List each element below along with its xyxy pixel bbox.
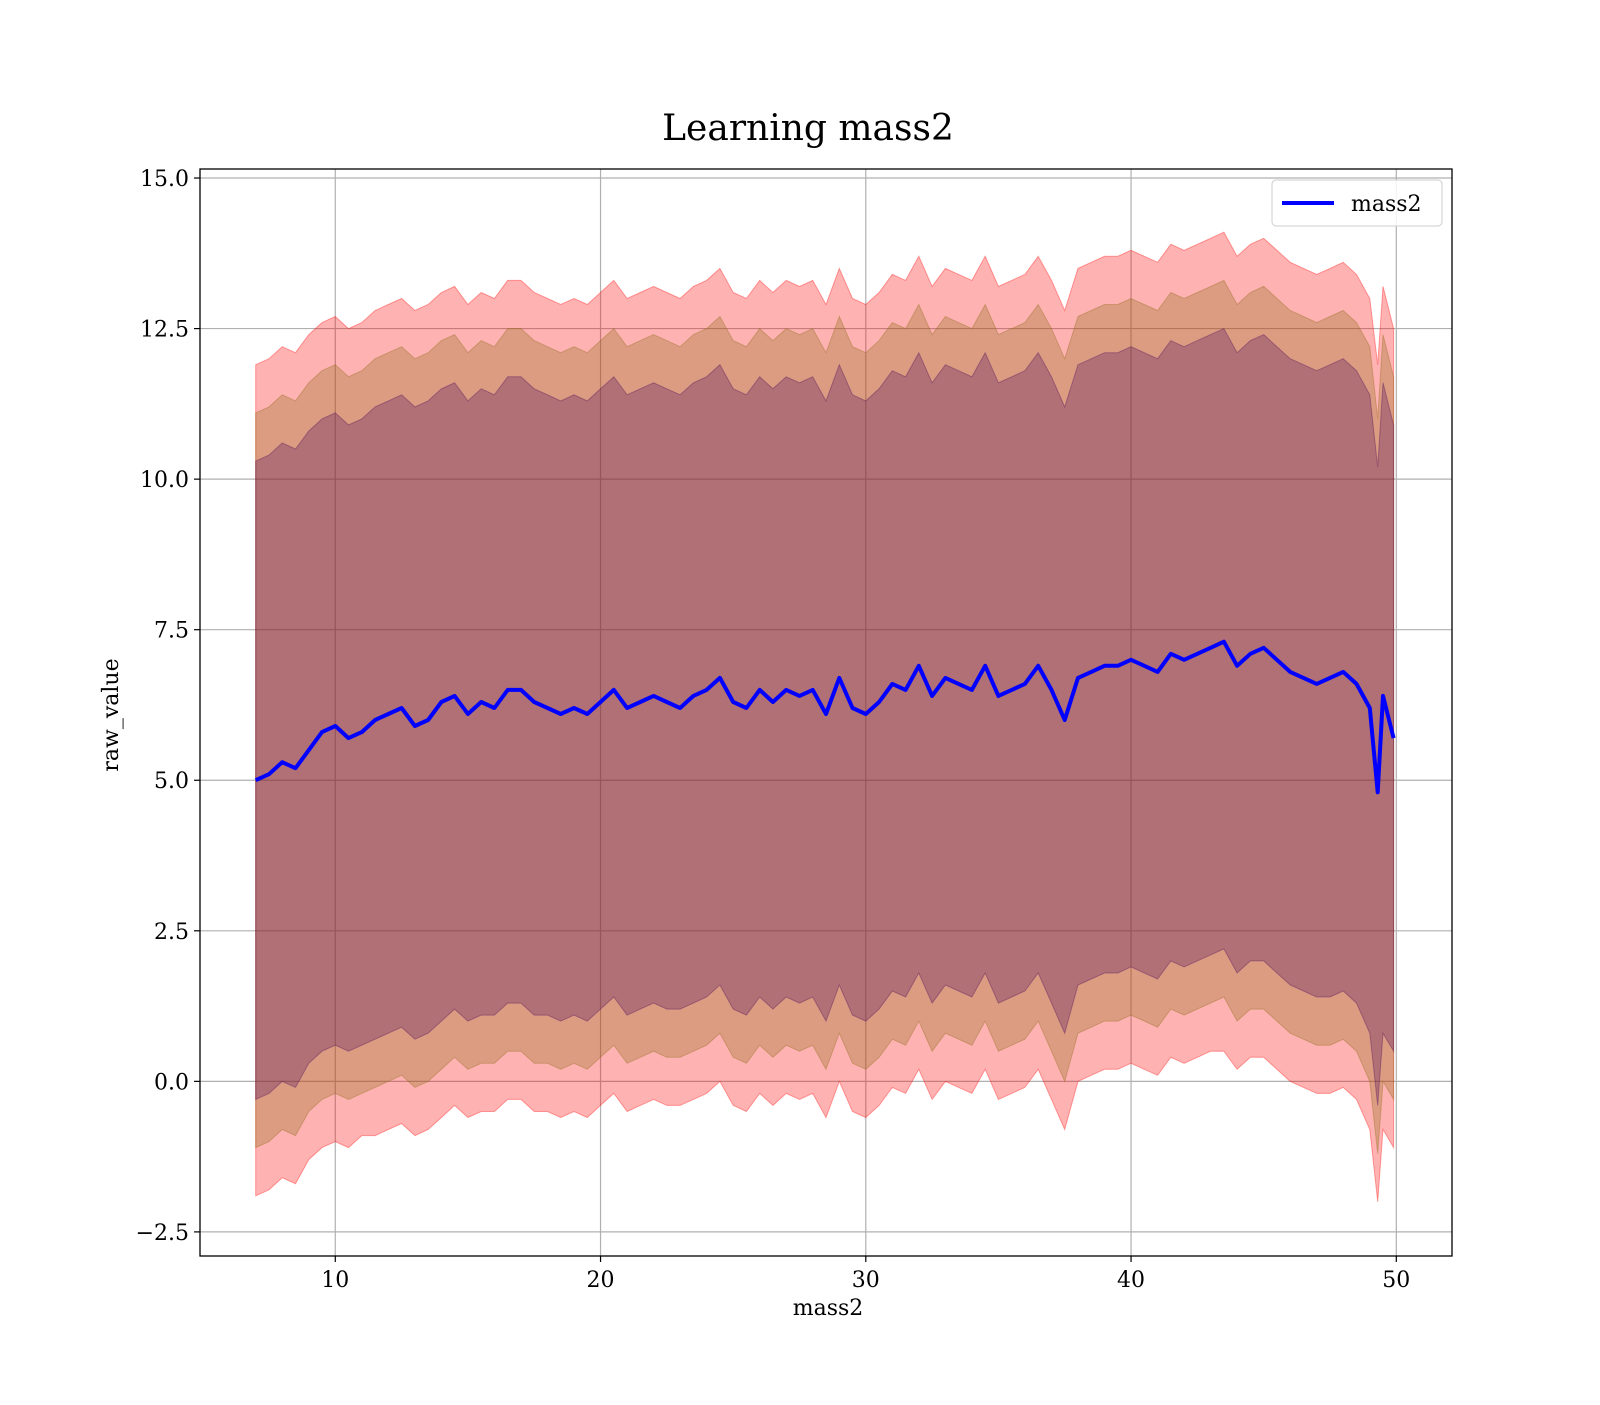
y-tick-label-6: 12.5 [140,318,189,343]
confidence-band-0 [255,231,1395,1202]
y-tick-label-4: 7.5 [154,619,189,644]
y-tick-label-7: 15.0 [140,167,189,192]
plot-frame [199,168,1453,1257]
y-tick-label-0: −2.5 [136,1221,189,1246]
y-tick-label-2: 2.5 [154,920,189,945]
y-axis-label: raw_value [99,658,124,771]
legend-label-mass2: mass2 [1351,192,1422,217]
x-axis-label: mass2 [793,1296,864,1321]
x-tick-label-1: 20 [587,1268,615,1293]
y-tick-label-3: 5.0 [154,769,189,794]
y-tick-label-5: 10.0 [140,468,189,493]
x-tick-label-3: 40 [1117,1268,1145,1293]
y-axis-ticks: −2.5 0.0 2.5 5.0 7.5 10.0 12.5 15.0 [136,167,200,1246]
series-line-mass2 [254,639,1396,795]
legend-box [1271,179,1443,227]
confidence-band-2 [255,327,1395,1106]
chart-title: Learning mass2 [662,108,954,149]
legend: mass2 [1271,179,1443,227]
x-tick-label-0: 10 [321,1268,349,1293]
bands [255,231,1395,1202]
y-tick-label-1: 0.0 [154,1070,189,1095]
x-axis-ticks: 10 20 30 40 50 [321,1256,1410,1293]
series-lines [254,639,1396,795]
x-tick-label-2: 30 [852,1268,880,1293]
confidence-band-1 [255,279,1395,1154]
x-tick-label-4: 50 [1382,1268,1410,1293]
